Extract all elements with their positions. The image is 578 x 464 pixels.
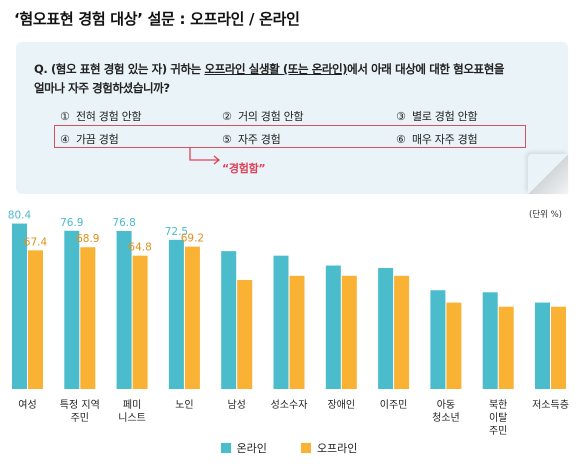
value-label-offline-2: 64.8	[128, 242, 151, 254]
bar-offline-7	[394, 275, 410, 389]
option-label: 자주 경험	[237, 133, 281, 146]
bar-offline-1	[80, 247, 96, 389]
bar-offline-3	[184, 246, 200, 389]
bars-layer	[12, 223, 566, 389]
legend-swatch-offline	[300, 443, 311, 453]
bar-offline-6	[341, 275, 357, 389]
page-title: ‘혐오표현 경험 대상’ 설문 : 오프라인 / 온라인	[14, 10, 300, 28]
option-5: ⑤ 자주 경험	[222, 131, 281, 147]
legend-item-offline: 오프라인	[300, 440, 358, 456]
value-label-offline-0: 67.4	[24, 236, 48, 248]
bar-offline-2	[132, 255, 148, 389]
bar-offline-8	[446, 302, 462, 389]
value-label-offline-3: 69.2	[181, 233, 204, 245]
bar-online-6	[325, 265, 341, 389]
experienced-highlight-box	[54, 125, 526, 148]
bar-online-0	[12, 223, 27, 389]
category-label-2: 페미 니스트	[118, 399, 146, 424]
option-label: 전혀 경험 안함	[75, 110, 142, 123]
bar-online-10	[535, 302, 550, 389]
category-label-0: 여성	[18, 399, 36, 411]
option-label: 거의 경험 안함	[237, 110, 304, 123]
category-label-7: 이주민	[380, 399, 408, 411]
legend-label-online: 온라인	[236, 442, 267, 455]
bar-online-5	[273, 255, 289, 389]
category-label-8: 아동 청소년	[432, 399, 460, 424]
value-label-offline-1: 68.9	[76, 233, 99, 245]
legend-item-online: 온라인	[220, 440, 267, 456]
bar-offline-9	[498, 306, 514, 389]
category-label-6: 장애인	[327, 399, 355, 411]
bar-offline-4	[237, 279, 253, 389]
category-label-1: 특정 지역 주민	[60, 399, 100, 424]
bar-online-3	[168, 239, 184, 389]
legend-swatch-online	[220, 443, 231, 453]
bar-online-8	[430, 290, 446, 389]
category-label-4: 남성	[227, 399, 245, 411]
option-number: ⑤	[222, 133, 232, 146]
option-number: ①	[60, 110, 70, 123]
option-number: ⑥	[396, 133, 406, 146]
question-underlined-text: 오프라인 실생활 (또는 온라인)	[204, 62, 348, 76]
category-label-10: 저소득층	[532, 399, 569, 411]
bar-offline-0	[28, 250, 43, 389]
category-label-3: 노인	[175, 399, 193, 411]
option-number: ④	[60, 133, 70, 146]
legend-label-offline: 오프라인	[316, 442, 358, 455]
experienced-callout: “경험함”	[222, 162, 266, 175]
option-2: ② 거의 경험 안함	[222, 108, 304, 124]
value-label-online-2: 76.8	[112, 217, 135, 229]
category-label-5: 성소수자	[271, 399, 308, 411]
category-labels-layer: 여성 특정 지역 주민 페미 니스트 노인 남성 성소수자 장애인 이주민 아동 청소년 북한 이탈 주민 저…	[18, 399, 569, 437]
value-label-online-0: 80.4	[8, 210, 32, 222]
value-labels-layer: 80.4 67.4 76.9 68.9 76.8 64.8 72.569.2	[8, 210, 204, 254]
survey-question: Q. (혐오 표현 경험 있는 자) 귀하는 오프라인 실생활 (또는 온라인)…	[34, 60, 554, 98]
option-label: 매우 자주 경험	[411, 133, 478, 146]
bar-online-4	[221, 251, 237, 389]
page-curl-decoration	[528, 154, 568, 194]
option-label: 별로 경험 안함	[411, 110, 478, 123]
option-label: 가끔 경험	[75, 133, 119, 146]
question-prefix: Q. (혐오 표현 경험 있는 자) 귀하는	[34, 62, 205, 76]
legend: 온라인 오프라인	[0, 440, 578, 456]
question-middle: 에서 아래 대상에 대한 혐오표현을	[347, 62, 505, 76]
bar-offline-5	[289, 275, 305, 389]
option-6: ⑥ 매우 자주 경험	[396, 131, 478, 147]
question-box: Q. (혐오 표현 경험 있는 자) 귀하는 오프라인 실생활 (또는 온라인)…	[16, 42, 568, 194]
question-line2: 얼마나 자주 경험하셨습니까?	[34, 81, 170, 95]
option-4: ④ 가끔 경험	[60, 131, 119, 147]
option-number: ③	[396, 110, 406, 123]
category-label-9: 북한 이탈 주민	[489, 399, 507, 437]
value-label-online-3: 72.5	[165, 226, 188, 238]
option-number: ②	[222, 110, 232, 123]
bar-online-9	[482, 292, 498, 389]
bar-online-1	[64, 230, 80, 389]
bar-online-2	[116, 230, 132, 389]
unit-label: (단위 %)	[528, 210, 562, 220]
bar-online-7	[378, 268, 394, 389]
value-label-online-1: 76.9	[60, 217, 83, 229]
option-1: ① 전혀 경험 안함	[60, 108, 142, 124]
bar-offline-10	[551, 306, 566, 389]
option-3: ③ 별로 경험 안함	[396, 108, 478, 124]
callout-arrow-icon	[189, 148, 221, 165]
